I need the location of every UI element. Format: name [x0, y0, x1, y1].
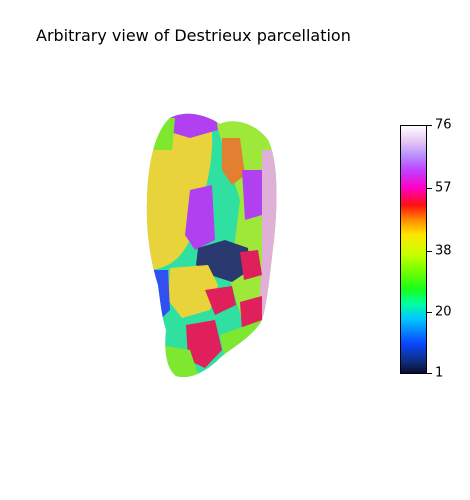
colorbar-tick [427, 312, 432, 313]
colorbar-tick-label: 20 [435, 304, 452, 320]
colorbar-tick-label: 1 [435, 365, 444, 381]
colorbar-tick [427, 251, 432, 252]
colorbar: 76 57 38 20 1 [400, 118, 470, 381]
colorbar-tick [427, 188, 432, 189]
colorbar-gradient [400, 125, 427, 374]
colorbar-tick-label: 76 [435, 117, 452, 133]
colorbar-tick-label: 57 [435, 180, 452, 196]
figure-title: Arbitrary view of Destrieux parcellation [36, 26, 351, 45]
colorbar-tick [427, 373, 432, 374]
colorbar-tick [427, 125, 432, 126]
colorbar-tick-label: 38 [435, 243, 452, 259]
